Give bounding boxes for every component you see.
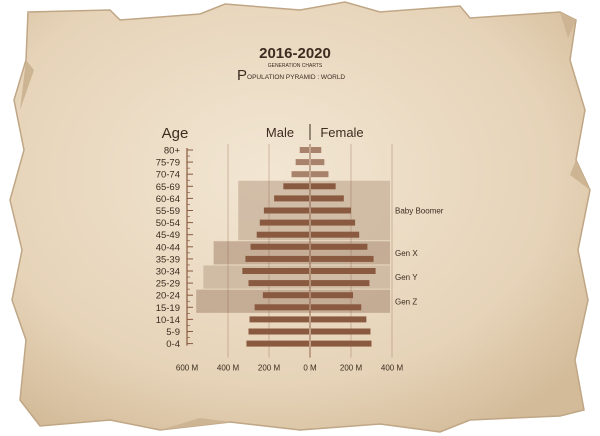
female-bar-35-39 <box>311 255 374 262</box>
female-bar-80+ <box>311 147 322 153</box>
age-axis-label: Age <box>162 125 189 142</box>
band-label-baby-boomer: Baby Boomer <box>395 207 444 216</box>
male-bar-60-64 <box>274 195 309 202</box>
band-label-gen-z: Gen Z <box>395 297 417 306</box>
female-bar-15-19 <box>311 304 362 311</box>
age-label-10-14: 10-14 <box>156 315 180 326</box>
male-bar-55-59 <box>263 207 309 214</box>
female-bar-40-44 <box>311 243 368 250</box>
x-tick-label-3: 0 M <box>303 364 317 373</box>
female-bar-20-24 <box>311 292 354 299</box>
female-bar-75-79 <box>311 159 325 166</box>
female-bar-55-59 <box>311 207 351 214</box>
male-bar-20-24 <box>262 292 309 299</box>
age-label-40-44: 40-44 <box>156 242 180 253</box>
parchment-fold-left <box>20 60 34 110</box>
poster-subtitle: GENERATION CHARTS <box>268 63 323 69</box>
age-label-25-29: 25-29 <box>156 279 180 290</box>
male-bar-70-74 <box>291 171 309 178</box>
age-label-35-39: 35-39 <box>156 254 180 265</box>
age-label-45-49: 45-49 <box>156 230 180 241</box>
female-bar-45-49 <box>311 231 360 238</box>
age-label-20-24: 20-24 <box>156 291 180 302</box>
female-bar-60-64 <box>311 195 344 202</box>
female-bar-5-9 <box>311 328 371 335</box>
age-label-70-74: 70-74 <box>156 170 180 181</box>
band-label-gen-x: Gen X <box>395 249 418 258</box>
age-axis: 80+75-7970-7465-6960-6455-5950-5445-4940… <box>156 146 193 350</box>
x-tick-label-5: 400 M <box>381 364 404 373</box>
male-bar-35-39 <box>245 255 309 262</box>
age-label-0-4: 0-4 <box>166 339 180 350</box>
population-axis: 600 M 400 M 200 M 0 M 200 M 400 M <box>176 364 404 373</box>
parchment-fold-topright <box>560 12 576 38</box>
age-label-30-34: 30-34 <box>156 267 180 278</box>
age-label-75-79: 75-79 <box>156 158 180 169</box>
age-label-50-54: 50-54 <box>156 218 180 229</box>
male-bar-15-19 <box>254 304 309 311</box>
parchment-fold-bottom <box>160 418 230 430</box>
age-label-60-64: 60-64 <box>156 194 180 205</box>
poster-title: 2016-2020 <box>259 45 331 62</box>
male-bar-25-29 <box>248 280 309 287</box>
x-tick-label-2: 200 M <box>258 364 281 373</box>
chart-heading: POPULATION PYRAMID : WORLD <box>237 67 345 84</box>
male-bar-30-34 <box>242 268 309 274</box>
age-label-55-59: 55-59 <box>156 206 180 217</box>
age-label-65-69: 65-69 <box>156 182 180 193</box>
female-bar-10-14 <box>311 316 367 323</box>
x-tick-label-1: 400 M <box>217 364 240 373</box>
age-label-5-9: 5-9 <box>166 327 180 338</box>
male-bar-80+ <box>299 147 309 153</box>
legend-male: Male <box>266 125 294 140</box>
female-bar-50-54 <box>311 219 356 226</box>
male-bar-10-14 <box>249 316 309 323</box>
age-label-80+: 80+ <box>164 146 181 157</box>
male-bar-5-9 <box>248 328 309 335</box>
x-tick-label-4: 200 M <box>340 364 363 373</box>
bars <box>242 147 376 347</box>
legend-female: Female <box>320 125 363 140</box>
parchment-fold-right <box>570 160 590 190</box>
band-label-gen-y: Gen Y <box>395 273 418 282</box>
female-bar-25-29 <box>311 280 370 287</box>
male-bar-40-44 <box>250 243 309 250</box>
female-bar-70-74 <box>311 171 329 178</box>
male-bar-50-54 <box>259 219 309 226</box>
female-bar-0-4 <box>311 340 372 347</box>
chart-heading-rest: OPULATION PYRAMID : WORLD <box>247 74 345 81</box>
male-bar-65-69 <box>283 183 309 190</box>
male-bar-45-49 <box>256 231 309 238</box>
male-bar-0-4 <box>246 340 309 347</box>
female-bar-65-69 <box>311 183 336 190</box>
male-bar-75-79 <box>295 159 309 166</box>
age-label-15-19: 15-19 <box>156 303 180 314</box>
chart-heading-initial: P <box>237 67 247 84</box>
female-bar-30-34 <box>311 268 376 274</box>
x-tick-label-0: 600 M <box>176 364 199 373</box>
